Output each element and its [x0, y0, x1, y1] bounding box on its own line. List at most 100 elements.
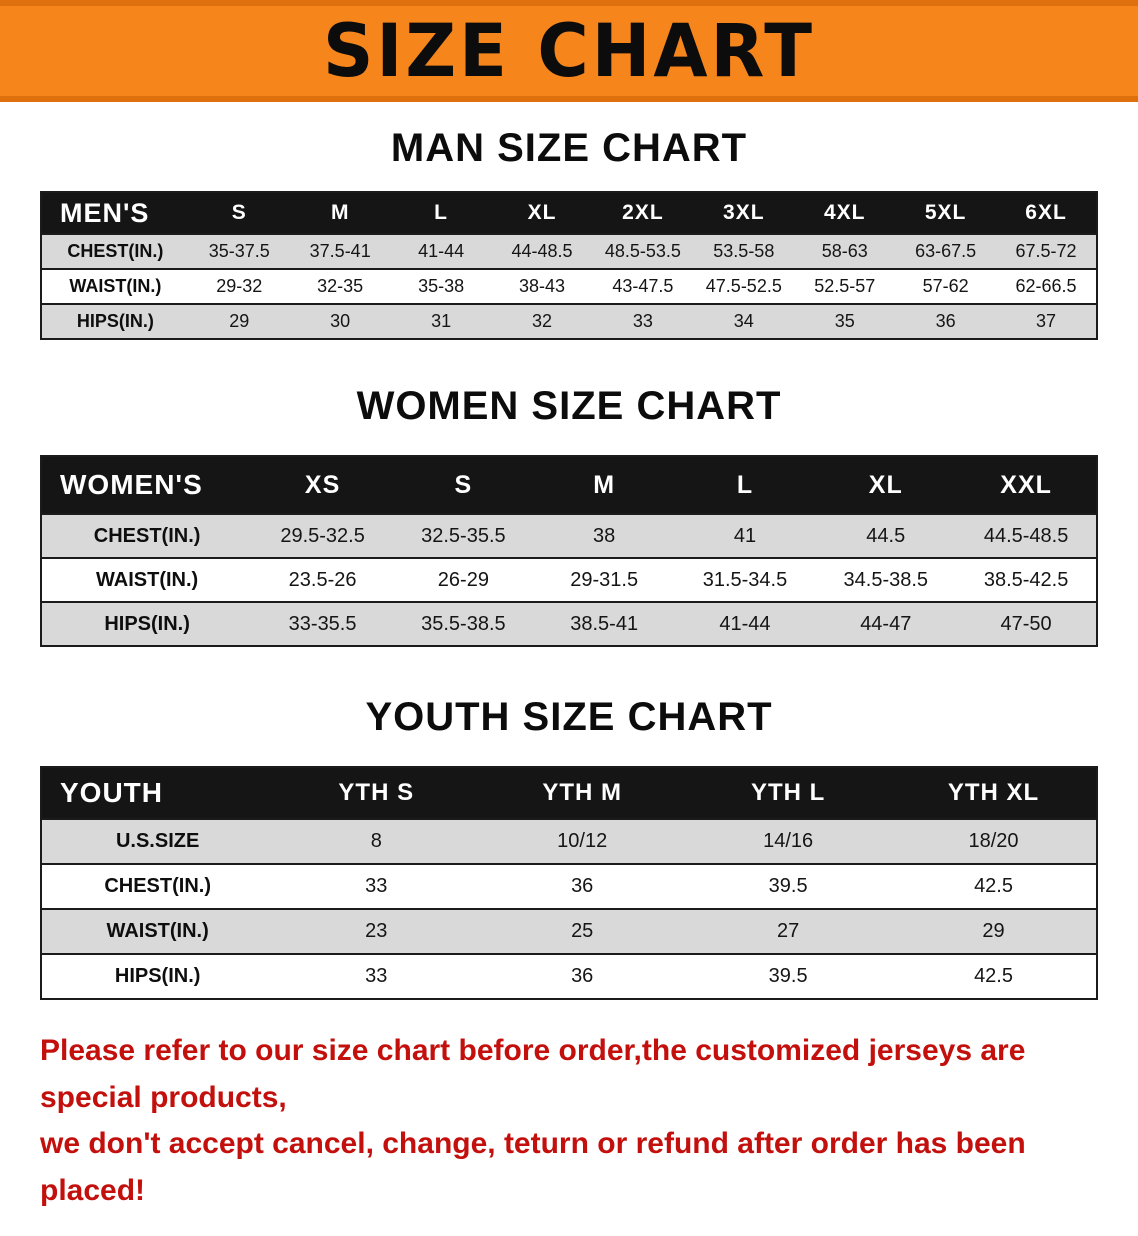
size-value-cell: 23.5-26: [288, 568, 357, 591]
size-value-cell: 18/20: [968, 830, 1019, 852]
size-value-cell: 63-67.5: [915, 241, 977, 261]
size-header-cell: YTH S: [273, 767, 480, 819]
size-value-cell: 35-37.5: [208, 241, 270, 261]
youth-size-table: YOUTH YTH S YTH M YTH L YTH XL U.S.SIZE 8 10/12…: [40, 766, 1098, 1000]
youth-size-section: YOUTH SIZE CHART YOUTH YTH S YTH M YTH L YTH…: [0, 695, 1138, 1000]
size-chart-banner: SIZE CHART: [0, 0, 1138, 102]
size-value-cell: 35: [834, 311, 855, 331]
size-value-cell: 39.5: [768, 965, 808, 987]
order-notice: Please refer to our size chart before or…: [40, 1028, 1100, 1214]
size-value-cell: 29.5-32.5: [280, 524, 365, 547]
size-value-cell: 14/16: [763, 830, 814, 852]
size-header-cell: 3XL: [693, 192, 795, 234]
size-value-cell: 41: [733, 524, 757, 547]
youth-section-heading: YOUTH SIZE CHART: [365, 695, 773, 739]
size-value-cell: 38: [593, 524, 616, 547]
size-row: U.S.SIZE 8 10/12 14/16 18/20: [41, 819, 1097, 864]
size-value-cell: 38-43: [518, 276, 566, 296]
size-value-cell: 25: [571, 920, 594, 942]
men-size-table: MEN'S S M L XL 2XL 3XL 4XL 5XL 6XL CHEST(IN.) 35-37…: [40, 191, 1098, 340]
size-row: HIPS(IN.) 33-35.5 35.5-38.5 38.5-41 41-44 44-…: [41, 602, 1097, 646]
women-size-section: WOMEN SIZE CHART WOMEN'S XS S M L XL XXL CHEST(…: [0, 384, 1138, 647]
size-value-cell: 35-38: [418, 276, 465, 296]
size-value-cell: 43-47.5: [612, 276, 674, 296]
size-value-cell: 32: [531, 311, 553, 331]
size-value-cell: 33: [365, 965, 388, 987]
men-size-section: MAN SIZE CHART MEN'S S M L XL 2XL 3XL 4XL 5XL 6XL…: [0, 126, 1138, 340]
size-value-cell: 35.5-38.5: [421, 612, 506, 635]
women-section-heading: WOMEN SIZE CHART: [356, 384, 782, 428]
size-value-cell: 37.5-41: [309, 241, 371, 261]
size-value-cell: 37: [1036, 311, 1057, 331]
size-header-cell: XXL: [956, 456, 1097, 514]
size-header-cell: L: [390, 192, 492, 234]
size-row: CHEST(IN.) 29.5-32.5 32.5-35.5 38 41 44.5 44.5…: [41, 514, 1097, 558]
size-value-cell: 44-48.5: [511, 241, 573, 261]
size-value-cell: 44.5-48.5: [983, 524, 1069, 547]
table-header-row: WOMEN'S XS S M L XL XXL: [41, 456, 1097, 514]
size-value-cell: 52.5-57: [814, 276, 876, 296]
size-header-cell: L: [674, 456, 816, 514]
size-value-cell: 29: [982, 920, 1005, 942]
size-value-cell: 42.5: [974, 875, 1013, 897]
men-section-heading: MAN SIZE CHART: [390, 126, 748, 170]
measurement-label-cell: WAIST(IN.): [69, 276, 162, 296]
measurement-label-cell: WAIST(IN.): [106, 920, 209, 942]
size-header-cell: M: [533, 456, 675, 514]
size-value-cell: 42.5: [974, 965, 1013, 987]
size-value-cell: 38.5-42.5: [983, 568, 1069, 591]
size-value-cell: 44.5: [866, 524, 906, 547]
measurement-label-cell: HIPS(IN.): [114, 965, 201, 987]
size-row: WAIST(IN.) 29-32 32-35 35-38 38-43 43-47.5 47.…: [41, 269, 1097, 304]
size-value-cell: 41-44: [719, 612, 771, 635]
size-header-cell: S: [392, 456, 534, 514]
size-header-cell: 6XL: [996, 192, 1097, 234]
table-title-cell: MEN'S: [41, 192, 189, 234]
size-value-cell: 33-35.5: [288, 612, 357, 635]
size-value-cell: 31.5-34.5: [702, 568, 788, 591]
size-row: CHEST(IN.) 33 36 39.5 42.5: [41, 864, 1097, 909]
size-value-cell: 44-47: [860, 612, 912, 635]
size-value-cell: 36: [571, 875, 594, 897]
size-value-cell: 34.5-38.5: [843, 568, 929, 591]
size-value-cell: 10/12: [557, 830, 608, 852]
size-row: WAIST(IN.) 23 25 27 29: [41, 909, 1097, 954]
table-title-cell: WOMEN'S: [41, 456, 253, 514]
size-value-cell: 36: [571, 965, 594, 987]
table-header-row: MEN'S S M L XL 2XL 3XL 4XL 5XL 6XL: [41, 192, 1097, 234]
measurement-label-cell: U.S.SIZE: [115, 830, 200, 852]
measurement-label-cell: HIPS(IN.): [76, 311, 154, 331]
size-value-cell: 34: [733, 311, 754, 331]
size-value-cell: 32-35: [317, 276, 364, 296]
size-value-cell: 32.5-35.5: [421, 524, 506, 547]
size-value-cell: 39.5: [768, 875, 808, 897]
size-row: HIPS(IN.) 33 36 39.5 42.5: [41, 954, 1097, 999]
size-value-cell: 33: [365, 875, 388, 897]
table-header-row: YOUTH YTH S YTH M YTH L YTH XL: [41, 767, 1097, 819]
page-title: SIZE CHART: [322, 7, 816, 95]
size-value-cell: 36: [935, 311, 956, 331]
size-header-cell: XL: [815, 456, 957, 514]
size-value-cell: 29-31.5: [570, 568, 639, 591]
measurement-label-cell: CHEST(IN.): [67, 241, 164, 261]
size-header-cell: XL: [491, 192, 593, 234]
measurement-label-cell: CHEST(IN.): [104, 875, 211, 897]
size-value-cell: 38.5-41: [570, 612, 639, 635]
notice-line-2: we don't accept cancel, change, teturn o…: [40, 1127, 1026, 1207]
size-header-cell: S: [188, 192, 290, 234]
size-value-cell: 53.5-58: [713, 241, 775, 261]
measurement-label-cell: HIPS(IN.): [104, 612, 190, 635]
measurement-label-cell: CHEST(IN.): [93, 524, 201, 547]
size-value-cell: 62-66.5: [1015, 276, 1077, 296]
measurement-label-cell: WAIST(IN.): [95, 568, 199, 591]
size-header-cell: YTH L: [685, 767, 892, 819]
size-value-cell: 67.5-72: [1015, 241, 1077, 261]
size-value-cell: 31: [431, 311, 452, 331]
women-size-table: WOMEN'S XS S M L XL XXL CHEST(IN.) 29.5-32.5 32.5…: [40, 455, 1098, 647]
size-value-cell: 30: [330, 311, 351, 331]
size-header-cell: YTH M: [479, 767, 686, 819]
size-header-cell: 2XL: [592, 192, 694, 234]
size-value-cell: 48.5-53.5: [604, 241, 681, 261]
size-row: WAIST(IN.) 23.5-26 26-29 29-31.5 31.5-34.5 34…: [41, 558, 1097, 602]
